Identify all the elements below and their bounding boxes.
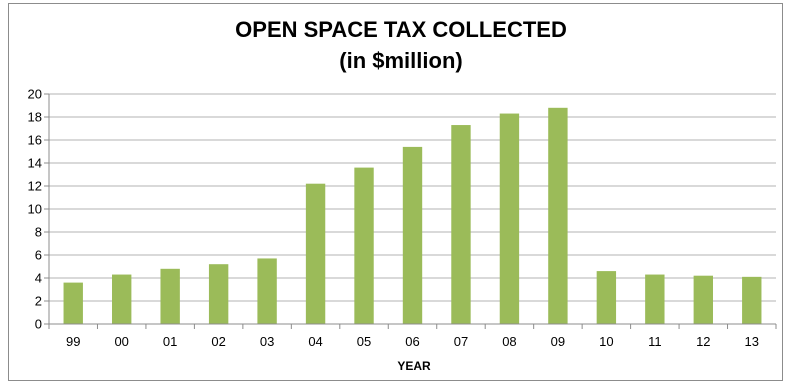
y-tick-label: 18	[28, 110, 42, 125]
x-tick-label: 06	[405, 334, 419, 349]
x-tick-label: 07	[454, 334, 468, 349]
y-tick-label: 2	[35, 294, 42, 309]
chart-title: OPEN SPACE TAX COLLECTED	[235, 17, 567, 42]
bar-chart: OPEN SPACE TAX COLLECTED (in $million) 0…	[28, 17, 777, 373]
x-tick-label: 11	[648, 334, 662, 349]
chart-frame: OPEN SPACE TAX COLLECTED (in $million) 0…	[8, 3, 783, 381]
x-tick-label: 02	[211, 334, 225, 349]
y-tick-label: 16	[28, 133, 42, 148]
bar-00	[112, 274, 132, 324]
bar-10	[596, 271, 617, 324]
y-tick-label: 0	[35, 317, 42, 332]
bar-99	[63, 282, 83, 324]
bar-04	[305, 183, 326, 324]
x-tick-label: 01	[163, 334, 177, 349]
bar-06	[402, 146, 423, 324]
x-tick-label: 00	[114, 334, 128, 349]
y-tick-label: 20	[28, 87, 42, 102]
x-tick-label: 13	[745, 334, 759, 349]
bar-13	[742, 276, 762, 324]
bar-12	[693, 275, 713, 324]
x-tick-label: 03	[260, 334, 274, 349]
y-tick-label: 8	[35, 225, 42, 240]
bar-07	[451, 125, 471, 324]
y-axis-ticks: 0 2 4 6 8 10 12 14 16 18 20	[28, 87, 42, 332]
bar-09	[548, 107, 568, 324]
y-tick-label: 4	[35, 271, 42, 286]
y-tick-label: 12	[28, 179, 42, 194]
bar-08	[499, 113, 520, 324]
bar-02	[208, 264, 229, 324]
x-axis-ticks: 99 00 01 02 03 04 05 06 07 08 09 10 11 12 13	[66, 334, 759, 349]
x-tick-label: 99	[66, 334, 80, 349]
chart-subtitle: (in $million)	[339, 48, 462, 73]
bars	[63, 107, 762, 324]
x-tick-label: 05	[357, 334, 371, 349]
y-tick-label: 10	[28, 202, 42, 217]
bar-03	[257, 258, 277, 324]
x-tick-label: 12	[696, 334, 710, 349]
x-tick-label: 10	[599, 334, 613, 349]
x-tick-label: 09	[551, 334, 565, 349]
y-tick-label: 14	[28, 156, 42, 171]
x-tick-label: 04	[308, 334, 322, 349]
axes	[44, 93, 777, 329]
bar-01	[160, 268, 180, 324]
x-axis-title: YEAR	[397, 359, 431, 373]
y-tick-label: 6	[35, 248, 42, 263]
bar-11	[645, 274, 665, 324]
bar-05	[354, 167, 374, 324]
x-tick-label: 08	[502, 334, 516, 349]
